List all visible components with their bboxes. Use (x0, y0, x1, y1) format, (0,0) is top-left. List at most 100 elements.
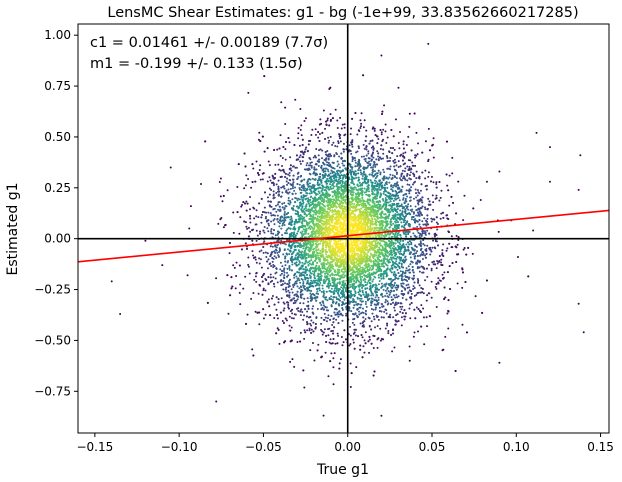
scatter-point (352, 341, 355, 344)
scatter-point (337, 288, 340, 290)
scatter-point (395, 284, 398, 287)
scatter-point (268, 164, 271, 167)
scatter-point (424, 140, 427, 143)
scatter-point (271, 251, 274, 254)
scatter-point (430, 269, 433, 272)
scatter-point (411, 216, 414, 219)
scatter-point (408, 289, 411, 292)
scatter-point (324, 127, 327, 130)
scatter-point (333, 311, 336, 314)
scatter-point (314, 279, 317, 282)
scatter-point (269, 273, 272, 276)
scatter-point (258, 262, 261, 265)
scatter-point (382, 148, 385, 151)
scatter-point (337, 178, 340, 181)
scatter-point (285, 141, 287, 144)
scatter-point (373, 275, 376, 278)
scatter-point (426, 214, 429, 217)
scatter-point (443, 298, 446, 300)
scatter-point (396, 277, 399, 280)
scatter-point (322, 414, 325, 417)
scatter-point (263, 240, 266, 243)
scatter-point (430, 250, 433, 253)
scatter-point (282, 276, 285, 279)
scatter-point (331, 184, 334, 187)
scatter-point (327, 286, 330, 289)
scatter-point (410, 243, 413, 246)
scatter-point (362, 324, 365, 327)
scatter-point (445, 249, 448, 252)
scatter-point (297, 137, 300, 140)
scatter-point (244, 275, 247, 278)
scatter-point (403, 278, 406, 281)
scatter-point (327, 375, 330, 378)
scatter-point (311, 177, 314, 180)
scatter-point (294, 98, 297, 101)
scatter-point (280, 227, 283, 230)
scatter-point (359, 344, 362, 347)
scatter-point (277, 179, 280, 182)
scatter-point (359, 322, 362, 325)
scatter-point (268, 187, 271, 190)
scatter-point (450, 235, 453, 238)
scatter-point (240, 205, 243, 208)
scatter-point (426, 244, 429, 247)
scatter-point (273, 217, 276, 220)
scatter-point (416, 225, 419, 228)
scatter-point (424, 233, 427, 236)
scatter-point (299, 331, 302, 334)
scatter-point (367, 293, 370, 296)
scatter-point (263, 206, 266, 209)
scatter-point (295, 282, 298, 285)
scatter-point (318, 133, 321, 136)
scatter-point (433, 233, 436, 236)
scatter-point (403, 156, 406, 159)
scatter-point (371, 139, 374, 142)
scatter-point (408, 345, 411, 348)
scatter-point (286, 183, 288, 186)
scatter-point (290, 223, 293, 226)
scatter-point (289, 310, 292, 313)
scatter-point (410, 302, 413, 305)
scatter-point (266, 227, 269, 230)
scatter-point (387, 332, 390, 335)
scatter-point (311, 292, 314, 295)
scatter-point (447, 299, 450, 302)
scatter-point (402, 140, 405, 143)
scatter-point (362, 316, 365, 319)
scatter-point (415, 219, 418, 222)
scatter-point (375, 314, 378, 317)
scatter-point (403, 202, 406, 205)
scatter-point (387, 282, 390, 285)
scatter-point (338, 362, 341, 365)
scatter-point (349, 150, 352, 153)
scatter-point (244, 221, 247, 224)
scatter-point (403, 287, 406, 290)
scatter-point (296, 285, 299, 288)
scatter-point (549, 180, 551, 183)
scatter-point (441, 273, 444, 276)
scatter-point (264, 217, 267, 220)
scatter-point (257, 292, 260, 295)
scatter-point (385, 312, 388, 315)
scatter-point (401, 207, 404, 210)
scatter-point (317, 293, 320, 296)
scatter-point (354, 161, 357, 164)
scatter-point (415, 214, 418, 217)
scatter-point (275, 332, 278, 335)
scatter-point (370, 166, 373, 169)
scatter-point (283, 248, 286, 251)
scatter-point (280, 101, 283, 104)
scatter-point (415, 245, 418, 248)
scatter-point (382, 288, 385, 291)
scatter-point (255, 209, 258, 212)
scatter-point (577, 302, 580, 305)
scatter-point (462, 248, 465, 251)
scatter-point (408, 192, 411, 195)
scatter-point (298, 183, 301, 186)
scatter-point (293, 143, 296, 146)
scatter-point (284, 317, 287, 320)
scatter-point (411, 277, 414, 280)
scatter-point (386, 186, 389, 189)
scatter-point (337, 303, 340, 306)
